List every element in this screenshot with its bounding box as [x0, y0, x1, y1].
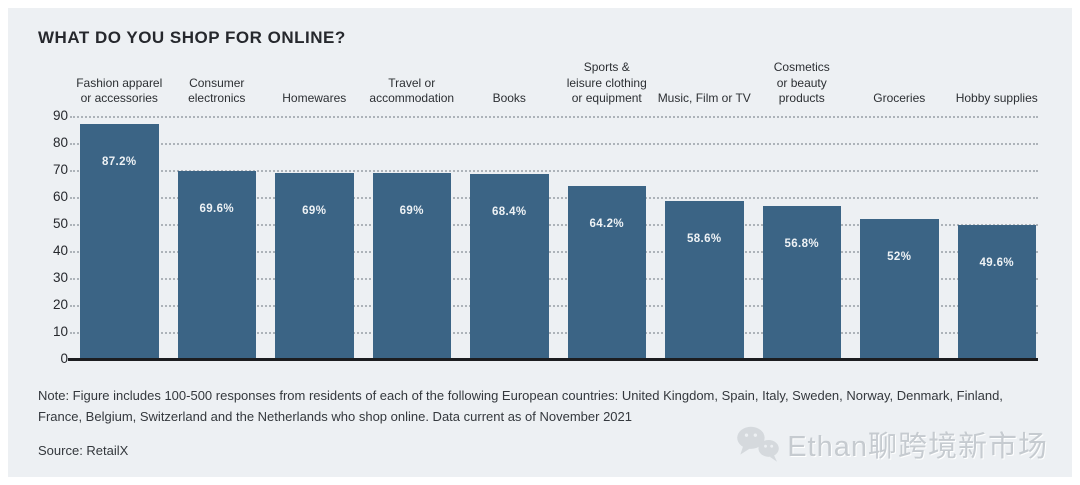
- y-tick-label: 10: [52, 324, 68, 340]
- category-label: Books: [492, 91, 526, 106]
- category-label: Sports & leisure clothing or equipment: [566, 60, 647, 106]
- category-label: Groceries: [873, 91, 926, 106]
- value-label: 64.2%: [589, 217, 625, 230]
- bar: 49.6%: [957, 225, 1036, 359]
- category-label: Fashion apparel or accessories: [76, 75, 163, 106]
- bar: 68.4%: [470, 174, 549, 359]
- watermark: Ethan聊跨境新市场: [735, 423, 1048, 465]
- gridlines: [70, 116, 1038, 359]
- gridline: [70, 305, 1038, 307]
- x-axis-line: [68, 357, 1038, 361]
- y-tick-label: 40: [52, 243, 68, 259]
- bar-column: Groceries 52%: [860, 91, 939, 359]
- y-tick-label: 0: [60, 351, 68, 367]
- gridline: [70, 224, 1038, 226]
- bar-column: Sports & leisure clothing or equipment 64…: [567, 60, 647, 359]
- bar-column: Hobby supplies 49.6%: [956, 91, 1038, 359]
- gridline: [70, 116, 1038, 118]
- value-label: 56.8%: [784, 237, 820, 250]
- bar-column: Fashion apparel or accessories 87.2%: [76, 76, 162, 359]
- category-label: Cosmetics or beauty products: [773, 60, 830, 106]
- plot-area: 90 80 70 60 50 40 30 20 10 0 Fashion apparel or a…: [53, 60, 1038, 366]
- gridline: [70, 277, 1038, 280]
- y-tick-label: 90: [52, 108, 68, 124]
- y-tick-label: 80: [52, 135, 68, 151]
- bars: Fashion apparel or accessories 87.2% Consu…: [76, 60, 1038, 359]
- chart-panel: WHAT DO YOU SHOP FOR ONLINE? 90 80 70 60 50 4…: [8, 8, 1072, 477]
- watermark-text: Ethan聊跨境新市场: [787, 431, 1048, 463]
- y-axis-labels: 90 80 70 60 50 40 30 20 10 0: [53, 108, 1036, 366]
- note-text: Note: Figure includes 100-500 responses …: [38, 388, 1003, 424]
- category-label: Hobby supplies: [955, 91, 1038, 106]
- value-label: 69%: [302, 204, 327, 217]
- y-tick-label: 70: [52, 162, 68, 178]
- category-label: Consumer electronics: [188, 75, 246, 106]
- bar: 69.6%: [177, 171, 256, 359]
- bar-column: Cosmetics or beauty products 56.8%: [762, 60, 841, 359]
- source-text: Source: RetailX: [38, 442, 129, 458]
- gridline: [70, 251, 1038, 253]
- value-label: 58.6%: [686, 232, 722, 245]
- category-label: Homewares: [282, 91, 347, 106]
- bar: 69%: [275, 172, 354, 359]
- chart-title: WHAT DO YOU SHOP FOR ONLINE?: [38, 28, 346, 47]
- y-tick-label: 30: [52, 270, 68, 286]
- category-label: Music, Film or TV: [657, 91, 751, 106]
- bar: 52%: [860, 218, 939, 359]
- gridline: [70, 170, 1038, 172]
- value-label: 69%: [399, 204, 424, 217]
- wechat-icon: [737, 426, 779, 462]
- bar: 69%: [372, 172, 451, 359]
- value-label: 52%: [887, 250, 912, 263]
- bar: 58.6%: [665, 200, 744, 359]
- bar-column: Homewares 69%: [275, 91, 354, 359]
- y-tick-label: 20: [52, 297, 68, 313]
- value-label: 49.6%: [979, 257, 1015, 270]
- bar-column: Consumer electronics 69.6%: [177, 76, 256, 359]
- bar-column: Books 68.4%: [470, 91, 549, 359]
- bar-column: Travel or accommodation 69%: [369, 76, 454, 359]
- y-tick-label: 50: [52, 216, 68, 232]
- bar: 87.2%: [80, 123, 159, 359]
- value-label: 87.2%: [101, 155, 137, 168]
- value-label: 69.6%: [199, 203, 235, 216]
- gridline: [70, 196, 1038, 199]
- y-tick-label: 60: [52, 189, 68, 205]
- gridline: [70, 143, 1038, 145]
- value-label: 68.4%: [491, 206, 527, 219]
- category-label: Travel or accommodation: [369, 75, 455, 106]
- bar: 64.2%: [567, 185, 646, 359]
- bar: 56.8%: [762, 205, 841, 359]
- gridline: [70, 332, 1038, 334]
- bar-column: Music, Film or TV 58.6%: [658, 91, 751, 359]
